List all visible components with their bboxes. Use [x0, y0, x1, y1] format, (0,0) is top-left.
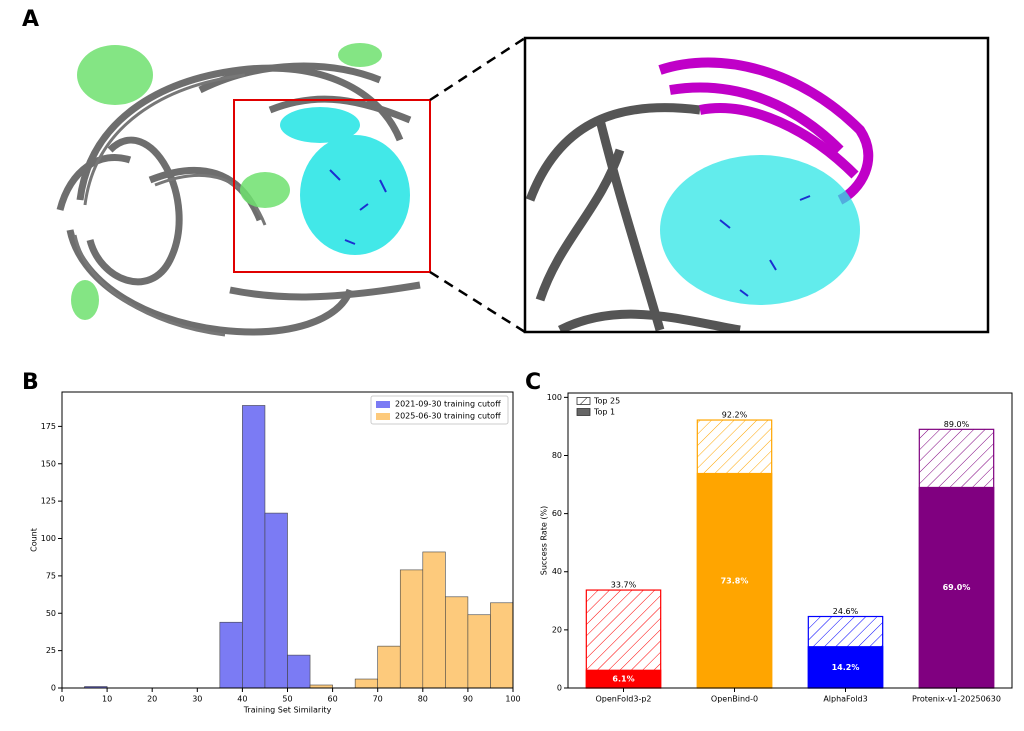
y-tick-label: 40 [552, 567, 562, 576]
x-axis-label: Training Set Similarity [243, 706, 332, 715]
bar-top1 [918, 486, 995, 689]
y-tick-label: 150 [41, 459, 56, 468]
histogram-bar [445, 596, 469, 689]
x-tick-label: OpenFold3-p2 [595, 695, 651, 704]
x-tick-label: 60 [328, 695, 338, 704]
plot-frame [567, 392, 1013, 689]
histogram-bar [219, 621, 243, 689]
bar-top1 [807, 646, 884, 689]
histogram-bar [287, 654, 311, 689]
x-tick-label: 90 [463, 695, 473, 704]
x-tick-label: 80 [418, 695, 428, 704]
x-tick-label: 10 [102, 695, 112, 704]
legend-label: Top 25 [593, 397, 620, 406]
y-tick-label: 125 [41, 497, 56, 506]
x-tick-label: 40 [237, 695, 247, 704]
value-label: 14.2% [832, 663, 860, 672]
y-tick-label: 80 [552, 451, 562, 460]
legend-swatch [576, 408, 591, 416]
legend-label: 2025-06-30 training cutoff [395, 412, 501, 421]
histogram-bar [242, 405, 266, 689]
histogram-bar [490, 602, 514, 689]
panel-label: C [525, 370, 541, 395]
legend-label: 2021-09-30 training cutoff [395, 400, 501, 409]
panel-label: B [22, 370, 39, 395]
x-tick-label: 70 [373, 695, 383, 704]
x-tick-label: 100 [505, 695, 520, 704]
y-tick-label: 0 [51, 684, 56, 693]
histogram-bar [377, 645, 401, 689]
y-tick-label: 20 [552, 625, 562, 634]
value-label: 89.0% [944, 420, 970, 429]
legend-frame [370, 395, 509, 425]
y-tick-label: 100 [41, 534, 56, 543]
y-axis-label: Count [30, 528, 39, 552]
panel-label: A [22, 7, 39, 32]
histogram-bar [399, 569, 424, 689]
y-tick-label: 25 [46, 646, 56, 655]
x-tick-label: 30 [192, 695, 202, 704]
histogram-bar [264, 512, 288, 689]
legend-swatch [376, 413, 390, 420]
value-label: 6.1% [612, 675, 634, 684]
x-tick-label: 0 [59, 695, 64, 704]
y-tick-label: 60 [552, 509, 562, 518]
histogram-bar [467, 614, 491, 689]
legend-label: Top 1 [593, 408, 615, 417]
y-axis-label: Success Rate (%) [540, 506, 549, 575]
histogram-bar [354, 678, 378, 689]
x-tick-label: AlphaFold3 [823, 695, 867, 704]
histogram-bar [422, 551, 446, 689]
bar-top1 [696, 472, 773, 689]
value-label: 33.7% [611, 581, 637, 590]
x-tick-label: 50 [282, 695, 292, 704]
value-label: 69.0% [943, 583, 971, 592]
y-tick-label: 175 [41, 422, 56, 431]
y-tick-label: 0 [557, 684, 562, 693]
legend-swatch [576, 397, 591, 405]
value-label: 92.2% [722, 411, 748, 420]
y-tick-label: 75 [46, 571, 56, 580]
value-label: 73.8% [721, 576, 749, 585]
x-tick-label: OpenBind-0 [711, 695, 758, 704]
x-tick-label: 20 [147, 695, 157, 704]
x-tick-label: Protenix-v1-20250630 [912, 695, 1001, 704]
plot-frame [61, 391, 514, 689]
y-tick-label: 100 [547, 393, 562, 402]
y-tick-label: 50 [46, 609, 56, 618]
structure-image [56, 36, 990, 337]
value-label: 24.6% [833, 607, 859, 616]
legend-swatch [376, 401, 390, 408]
